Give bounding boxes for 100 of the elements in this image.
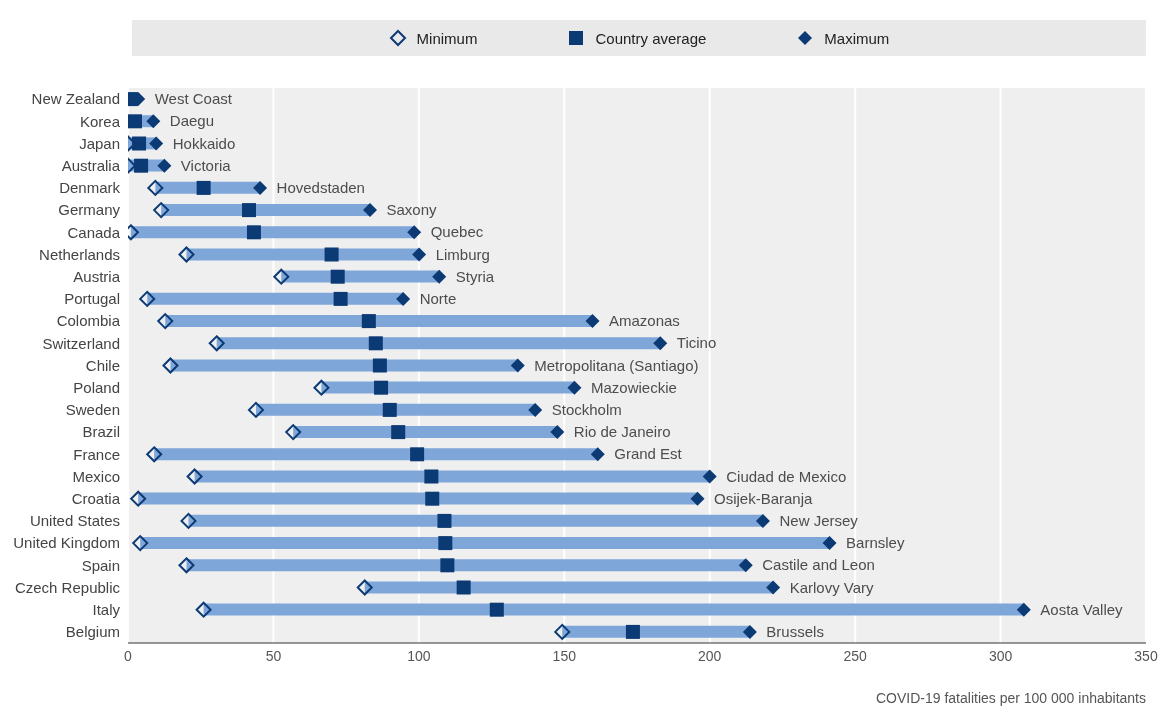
y-tick-label: Denmark [59, 179, 121, 197]
bar [364, 581, 774, 594]
y-tick-label: Brazil [82, 423, 120, 441]
legend-label: Minimum [416, 29, 478, 47]
bar [216, 337, 661, 350]
data-label: West Coast [154, 90, 233, 108]
point [590, 447, 605, 462]
y-tick-label: Korea [79, 112, 121, 130]
y-tick-label: Germany [58, 201, 121, 219]
y-tick-label: Austria [73, 268, 121, 286]
bar [194, 470, 710, 483]
bar [186, 559, 746, 572]
data-label: Aosta Valley [1040, 600, 1124, 618]
point [424, 469, 439, 484]
point [186, 468, 203, 485]
data-label: Metropolitana (Santiago) [534, 356, 699, 374]
x-tick-label: 200 [698, 647, 722, 664]
point [313, 379, 330, 396]
data-label: Limburg [435, 245, 490, 263]
point [742, 624, 757, 639]
x-tick-label: 100 [407, 647, 431, 664]
y-tick-label: New Zealand [31, 90, 120, 108]
data-label: Castile and Leon [762, 556, 875, 574]
point [285, 424, 302, 441]
bar [165, 315, 593, 327]
point [425, 491, 440, 506]
x-tick-label: 250 [843, 647, 868, 664]
point [766, 580, 781, 595]
point [653, 336, 668, 351]
point [362, 203, 377, 218]
y-tick-label: Spain [81, 556, 120, 574]
point [554, 623, 571, 640]
point [361, 314, 376, 329]
y-tick-label: Japan [79, 134, 120, 152]
y-tick-label: Czech Republic [14, 578, 121, 596]
y-tick-label: Portugal [64, 290, 120, 308]
point [162, 357, 179, 374]
point [437, 513, 452, 528]
data-label: Saxony [386, 201, 438, 219]
bar [170, 359, 518, 372]
data-label: Norte [419, 289, 457, 307]
point [528, 402, 543, 417]
data-label: Brussels [766, 622, 824, 640]
point [147, 179, 164, 196]
bar [255, 403, 536, 416]
y-tick-label: United States [29, 512, 120, 530]
point [440, 558, 455, 573]
legend-label: Country average [595, 29, 707, 47]
bar [293, 426, 558, 438]
y-tick-label: Belgium [65, 623, 120, 641]
point [130, 490, 147, 507]
point [242, 203, 256, 218]
point [396, 291, 411, 306]
point [180, 512, 197, 529]
data-label: Karlovy Vary [789, 578, 875, 596]
point [374, 380, 389, 395]
point [1016, 602, 1031, 617]
legend-label: Maximum [824, 29, 890, 47]
x-tick-label: 150 [552, 647, 577, 664]
bar [138, 492, 698, 505]
point [625, 624, 640, 639]
point [324, 247, 339, 262]
point [132, 136, 147, 151]
point [146, 114, 161, 129]
x-axis-title: COVID-19 fatalities per 100 000 inhabitants [875, 690, 1146, 706]
point [178, 557, 195, 574]
point [382, 402, 397, 417]
point [368, 336, 383, 351]
bar [154, 448, 598, 461]
data-label: Hokkaido [172, 134, 236, 152]
data-label: Styria [455, 267, 495, 285]
bar [188, 514, 763, 527]
x-tick-label: 350 [1134, 647, 1158, 664]
point [372, 358, 387, 373]
point [412, 247, 427, 262]
data-label: New Jersey [779, 511, 859, 529]
point [407, 225, 422, 240]
y-tick-label: Poland [73, 379, 120, 397]
y-tick-label: Croatia [71, 490, 121, 508]
y-tick-label: Netherlands [39, 245, 120, 263]
data-label: Rio de Janeiro [573, 423, 671, 441]
point [410, 447, 425, 462]
point [132, 535, 149, 552]
data-label: Mazowieckie [590, 378, 677, 396]
data-label: Stockholm [551, 400, 622, 418]
point [567, 380, 582, 395]
point [157, 313, 174, 330]
bar [186, 248, 420, 261]
y-tick-label: Switzerland [42, 334, 120, 352]
data-label: Grand Est [614, 445, 683, 463]
x-tick-label: 300 [988, 647, 1013, 664]
data-label: Daegu [169, 112, 215, 130]
point [247, 401, 264, 418]
point [253, 180, 268, 195]
bar [147, 292, 404, 305]
x-tick-label: 50 [265, 647, 282, 664]
y-tick-label: Mexico [72, 467, 120, 485]
point [550, 425, 565, 440]
point [330, 269, 345, 284]
point [391, 425, 406, 440]
